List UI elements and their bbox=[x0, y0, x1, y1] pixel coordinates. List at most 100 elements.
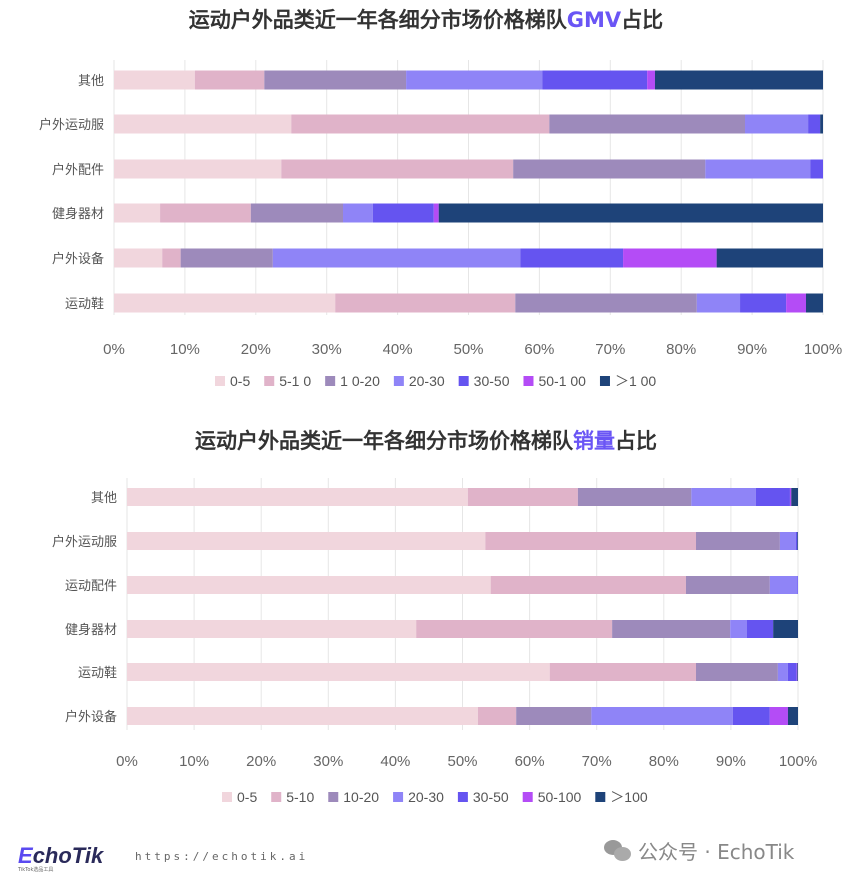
bar-segment-5-10 bbox=[160, 203, 251, 223]
legend-swatch bbox=[458, 376, 469, 386]
x-tick-label: 60% bbox=[524, 341, 554, 358]
category-label: 户外配件 bbox=[52, 162, 104, 178]
legend-swatch bbox=[222, 792, 232, 802]
category-label: 运动鞋 bbox=[65, 296, 104, 312]
x-tick-label: 90% bbox=[716, 753, 746, 770]
bar-segment-0-5 bbox=[114, 293, 336, 313]
bar-segment->100 bbox=[654, 70, 823, 90]
bar-segment-50-100 bbox=[789, 488, 792, 506]
x-tick-label: 10% bbox=[179, 753, 209, 770]
bar-segment-10-20 bbox=[696, 532, 780, 550]
bar-segment-20-30 bbox=[779, 532, 796, 550]
category-label: 户外设备 bbox=[52, 251, 104, 267]
category-label: 运动配件 bbox=[65, 579, 117, 594]
bar-segment->100 bbox=[438, 203, 823, 223]
bar-segment-5-10 bbox=[490, 576, 686, 594]
bar-segment-30-50 bbox=[787, 663, 797, 681]
x-tick-label: 80% bbox=[649, 753, 679, 770]
legend-label: 50-1 00 bbox=[538, 373, 586, 389]
legend-label: ＞1 00 bbox=[615, 373, 656, 389]
bar-segment-20-30 bbox=[272, 248, 521, 268]
bar-segment->100 bbox=[805, 293, 823, 313]
legend-swatch bbox=[393, 792, 404, 802]
sales-chart: 0% 10% 20% 30% 40% 50% 60% 70% 80% 90% 100% 其他户外运动服… bbox=[52, 478, 817, 805]
bar-segment->100 bbox=[797, 663, 798, 681]
title-text: 运动户外品类近一年各细分市场价格梯队 bbox=[188, 8, 567, 32]
chart-title-sales: 运动户外品类近一年各细分市场价格梯队销量占比 bbox=[0, 425, 852, 455]
bar-segment-30-50 bbox=[372, 203, 434, 223]
x-tick-label: 30% bbox=[313, 753, 343, 770]
legend-swatch bbox=[393, 376, 404, 386]
x-tick-label: 50% bbox=[447, 753, 477, 770]
bar-segment-30-50 bbox=[740, 293, 787, 313]
bar-segment-30-50 bbox=[520, 248, 624, 268]
bar-segment-10-20 bbox=[577, 488, 692, 506]
bar-segment-50-100 bbox=[647, 70, 655, 90]
logo-subtitle: TikTok选品工具 bbox=[18, 867, 54, 873]
x-tick-label: 20% bbox=[246, 753, 276, 770]
bar-segment-50-100 bbox=[433, 203, 439, 223]
bar-segment-10-20 bbox=[250, 203, 344, 223]
bar-segment-50-100 bbox=[796, 663, 798, 681]
category-label: 户外运动服 bbox=[52, 534, 117, 550]
bar-segment-20-30 bbox=[769, 576, 798, 594]
legend-swatch bbox=[271, 792, 282, 802]
x-tick-label: 0% bbox=[103, 341, 125, 358]
x-tick-label: 100% bbox=[804, 341, 842, 358]
bar-segment-0-5 bbox=[114, 70, 195, 90]
legend-swatch bbox=[595, 792, 606, 802]
x-tick-label: 50% bbox=[453, 341, 483, 358]
category-label: 健身器材 bbox=[52, 206, 104, 222]
legend-swatch bbox=[457, 792, 468, 802]
legend-label: 30-50 bbox=[473, 789, 509, 805]
bar-segment->100 bbox=[716, 248, 823, 268]
legend-label: 5-10 bbox=[286, 789, 314, 805]
bar-segment-0-5 bbox=[127, 576, 491, 594]
category-label: 其他 bbox=[78, 74, 104, 89]
bar-segment->100 bbox=[797, 532, 798, 550]
x-tick-label: 90% bbox=[737, 341, 767, 358]
legend-swatch bbox=[328, 792, 339, 802]
bar-segment-30-50 bbox=[797, 576, 798, 594]
legend-label: 1 0-20 bbox=[340, 373, 380, 389]
bar-segment-10-20 bbox=[549, 114, 746, 134]
bar-segment-5-10 bbox=[549, 663, 697, 681]
bar-segment-10-20 bbox=[696, 663, 778, 681]
bar-segment-5-10 bbox=[485, 532, 697, 550]
bar-segment-10-20 bbox=[516, 707, 592, 725]
bar-segment-5-10 bbox=[477, 707, 517, 725]
bar-segment-0-5 bbox=[127, 663, 550, 681]
legend-label: 30-50 bbox=[474, 373, 510, 389]
category-label: 户外设备 bbox=[65, 709, 117, 725]
x-tick-label: 40% bbox=[383, 341, 413, 358]
bar-segment-0-5 bbox=[114, 203, 161, 223]
bar-segment-5-10 bbox=[162, 248, 181, 268]
legend-swatch bbox=[599, 376, 610, 386]
legend-label: 0-5 bbox=[237, 789, 257, 805]
x-tick-label: 10% bbox=[170, 341, 200, 358]
legend-label: 20-30 bbox=[408, 789, 444, 805]
bar-segment->100 bbox=[791, 488, 798, 506]
bar-segment-0-5 bbox=[114, 114, 292, 134]
x-tick-label: 20% bbox=[241, 341, 271, 358]
x-tick-label: 30% bbox=[312, 341, 342, 358]
chart-title-gmv: 运动户外品类近一年各细分市场价格梯队GMV占比 bbox=[0, 4, 852, 34]
bar-segment-10-20 bbox=[515, 293, 697, 313]
echotik-logo: EchoTik bbox=[18, 843, 104, 868]
bar-segment-0-5 bbox=[127, 707, 478, 725]
bar-segment-20-30 bbox=[745, 114, 809, 134]
legend-swatch bbox=[215, 376, 225, 386]
legend-label: 20-30 bbox=[409, 373, 445, 389]
title-highlight: 销量 bbox=[573, 429, 615, 453]
bar-segment-0-5 bbox=[114, 159, 282, 179]
bar-segment-10-20 bbox=[264, 70, 407, 90]
title-text: 运动户外品类近一年各细分市场价格梯队 bbox=[195, 429, 573, 453]
wechat-account: 公众号 · EchoTik bbox=[604, 836, 794, 865]
bar-segment-20-30 bbox=[696, 293, 741, 313]
category-label: 其他 bbox=[91, 491, 117, 506]
bar-segment-30-50 bbox=[755, 488, 790, 506]
bar-segment-5-10 bbox=[467, 488, 578, 506]
bar-segment-0-5 bbox=[127, 488, 468, 506]
title-text: 占比 bbox=[615, 429, 657, 453]
x-tick-label: 0% bbox=[116, 753, 138, 770]
